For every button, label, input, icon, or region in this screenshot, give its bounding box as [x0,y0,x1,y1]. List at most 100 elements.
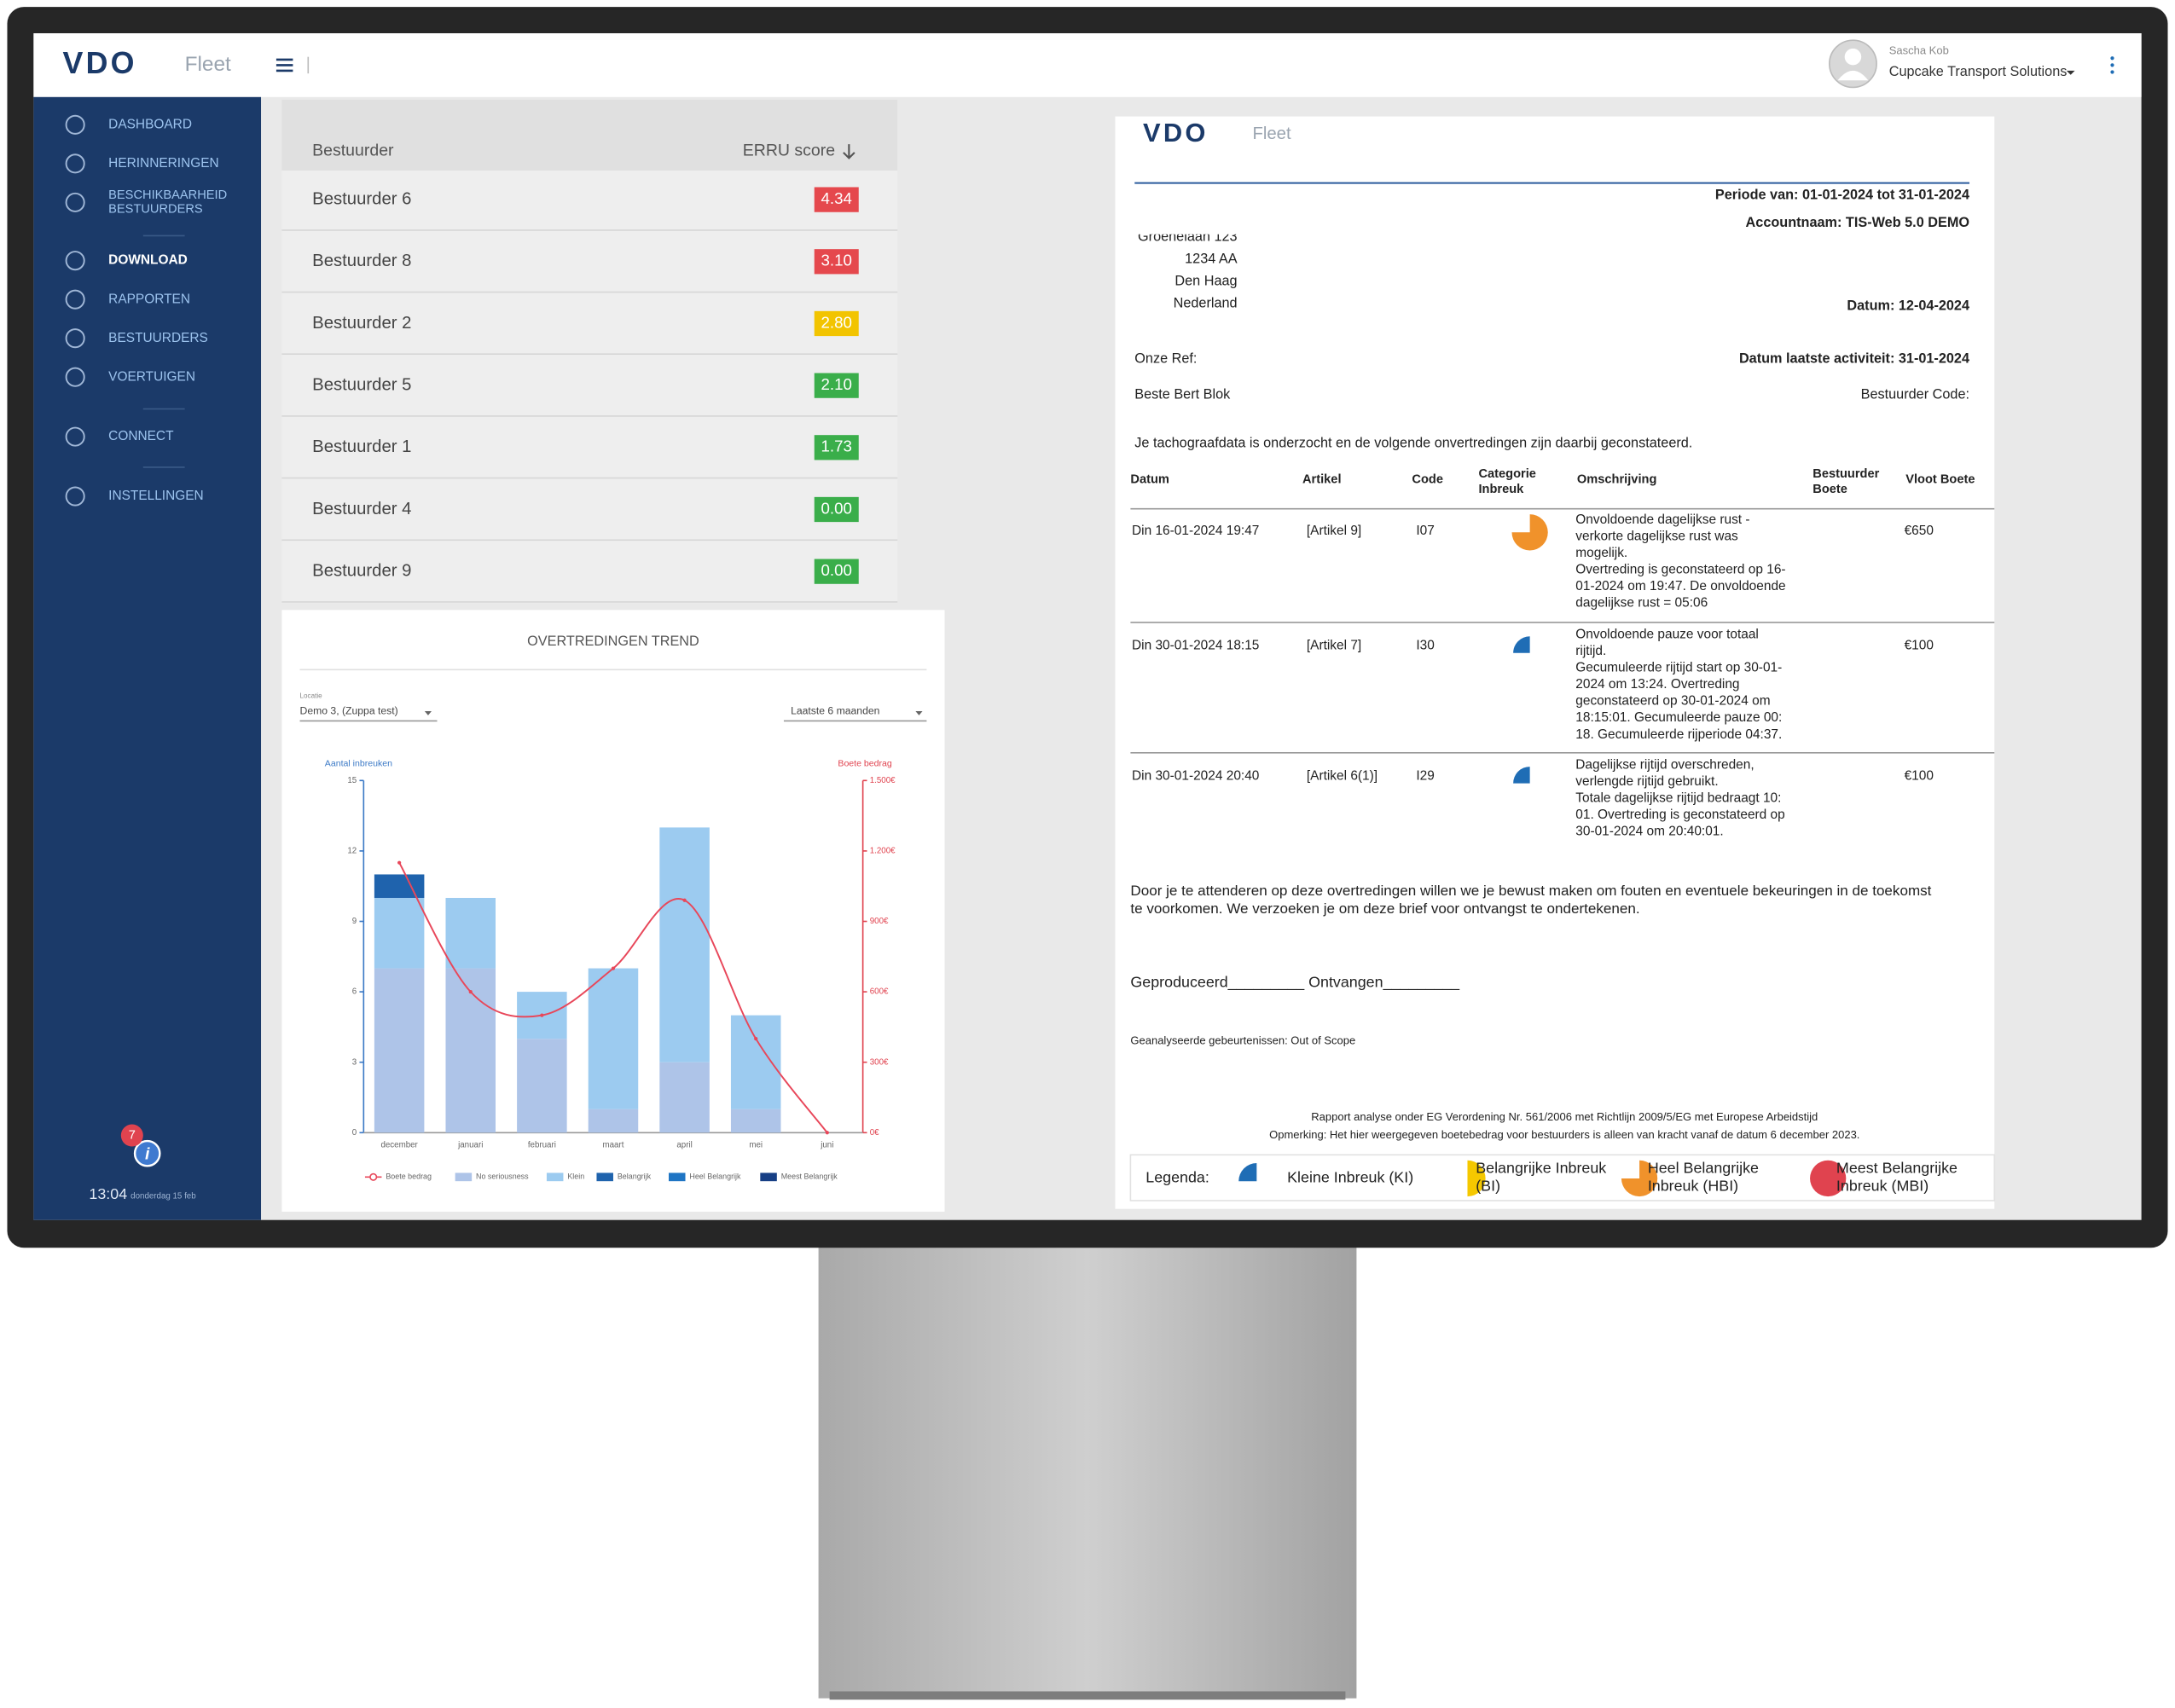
badge [120,1124,143,1147]
category-icon [1621,1160,1658,1197]
document-panel [1115,116,1995,1209]
category-icon [1238,1163,1257,1182]
doc-cell-description: 2024 om 13:24. Overtreding [1575,677,1739,692]
doc-period: Periode van: 01-01-2024 tot 31-01-2024 [1715,188,1969,203]
sort-arrow [843,144,856,159]
doc-cell-fine: €650 [1905,524,1934,538]
y-tick-label: 6 [352,987,357,997]
clock-time: 13:04 [89,1185,127,1202]
legend-label: Heel Belangrijk [689,1172,741,1181]
category-icon [1810,1160,1847,1197]
more-menu[interactable] [2110,56,2114,74]
doc-table-header: Inbreuk [1478,483,1524,496]
bar-segment [374,968,425,1133]
doc-cell-fine: €100 [1905,769,1934,784]
doc-cell-date: Din 30-01-2024 20:40 [1132,769,1259,784]
doc-cell-description: mogelijk. [1575,546,1627,560]
doc-cell-description: Overtreding is geconstateerd op 16- [1575,562,1785,576]
doc-footer: Opmerking: Het hier weergegeven boetebed… [1269,1128,1859,1141]
x-tick-label: april [676,1140,692,1149]
score-badge [814,496,859,523]
nav-item[interactable]: RAPPORTEN [108,292,190,306]
doc-cell-description: Onvoldoende dagelijkse rust - [1575,512,1749,527]
doc-table-header: Vloot Boete [1905,472,1975,486]
fine-point [540,1013,544,1017]
nav-item[interactable]: DOWNLOAD [108,253,188,268]
score-badge [814,187,859,212]
score: 1.73 [821,437,852,455]
fine-point [611,966,616,970]
nav-item[interactable]: INSTELLINGEN [108,489,204,503]
doc-legend-title: Legenda: [1146,1169,1209,1186]
doc-legend-label: Belangrijke Inbreuk [1476,1159,1606,1176]
doc-cell-code: I07 [1416,524,1434,538]
address-mask [1116,226,1284,234]
legend-label: No seriousness [476,1172,529,1181]
legend-label: Klein [567,1172,584,1181]
legend-swatch [596,1172,613,1182]
driver-name: Bestuurder 2 [312,314,411,333]
doc-cell-description: Onvoldoende pauze voor totaal [1575,628,1759,642]
filter-value[interactable]: Demo 3, (Zuppa test) [300,704,398,716]
score-badge [814,310,859,337]
doc-account: Accountnaam: TIS-Web 5.0 DEMO [1746,215,1969,230]
doc-cell-description: 01-2024 om 19:47. De onvoldoende [1575,579,1785,593]
stand-base [829,1691,1346,1700]
category-icon [1513,636,1530,653]
nav-item[interactable]: BESTUURDERS [108,331,208,345]
table-header: Bestuurder [312,141,394,159]
doc-legend-label: Kleine Inbreuk (KI) [1287,1169,1413,1186]
period[interactable]: Laatste 6 maanden [791,704,879,716]
nav-item[interactable]: BESCHIKBAARHEID BESTUURDERS [108,188,227,216]
nav-icon [65,192,85,212]
doc-cell-article: [Artikel 9] [1307,524,1361,538]
y2-tick-label: 900€ [870,917,889,926]
doc-signature: Geproduceerd_________ Ontvangen_________ [1130,973,1460,991]
doc-cell-fine: €100 [1905,639,1934,653]
doc-cell-description: Totale dagelijkse rijtijd bedraagt 10: [1575,791,1781,806]
bar-segment [730,1015,781,1109]
legend-label: Meest Belangrijk [781,1172,838,1181]
doc-driver-code: Bestuurder Code: [1861,387,1969,402]
y2-tick-label: 1.200€ [870,847,896,856]
badge-count: 7 [129,1128,136,1142]
score: 0.00 [821,561,852,579]
nav-item[interactable]: DASHBOARD [108,117,192,131]
doc-legend-label: Inbreuk (MBI) [1836,1177,1928,1194]
table-header[interactable]: ERRU score [743,141,835,159]
doc-intro: Je tachograafdata is onderzocht en de vo… [1134,436,1692,451]
avatar-head [1844,48,1862,66]
doc-legend-label: (BI) [1476,1177,1500,1194]
nav-item[interactable]: VOERTUIGEN [108,369,195,384]
fine-point [397,860,402,865]
x-tick-label: februari [528,1140,556,1149]
category-icon [1513,767,1530,784]
y-axis-title: Aantal inbreuken [325,759,392,769]
doc-paragraph: te voorkomen. We verzoeken je om deze br… [1130,900,1639,917]
score-badge [814,373,859,398]
score: 3.10 [821,252,852,269]
doc-legend-label: Inbreuk (HBI) [1648,1177,1738,1194]
hamburger-menu[interactable] [276,58,293,72]
doc-address: 1234 AA [1185,251,1238,266]
driver-table-header [281,100,898,171]
nav-item[interactable]: CONNECT [108,429,174,443]
legend-swatch [669,1172,686,1182]
doc-ref: Onze Ref: [1134,350,1197,366]
bar-segment [374,897,425,969]
x-tick-label: december [380,1140,418,1149]
chart-title: OVERTREDINGEN TREND [527,634,699,649]
driver-name: Bestuurder 1 [312,437,411,456]
doc-table-header: Bestuurder [1812,467,1879,481]
logo-sub: Fleet [185,53,231,76]
nav-item[interactable]: HERINNERINGEN [108,156,219,171]
doc-cell-date: Din 30-01-2024 18:15 [1132,639,1259,653]
info-icon[interactable] [133,1139,161,1167]
doc-cell-description: dagelijkse rust = 05:06 [1575,595,1708,610]
doc-table-header: Datum [1130,472,1169,486]
score-badge [814,435,859,460]
company[interactable]: Cupcake Transport Solutions [1889,64,2068,79]
legend-swatch [455,1172,473,1182]
y2-axis-title: Boete bedrag [838,759,891,769]
